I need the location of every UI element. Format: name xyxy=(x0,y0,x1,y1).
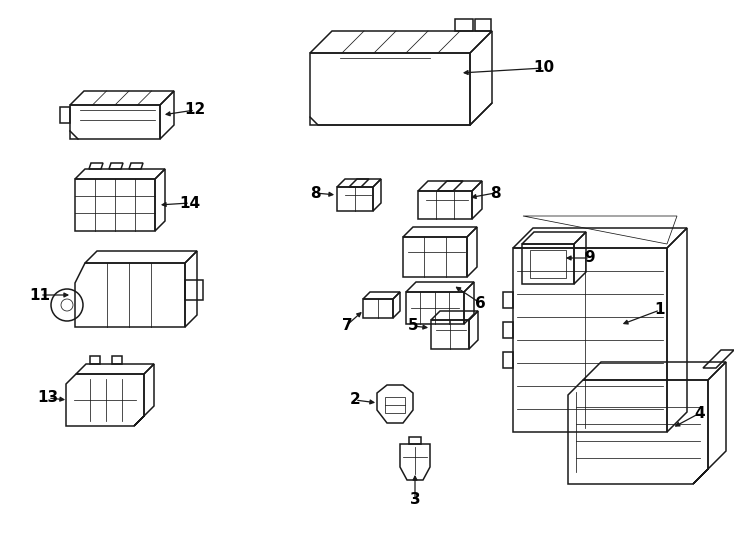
Text: 13: 13 xyxy=(37,390,59,406)
Text: 10: 10 xyxy=(534,60,555,76)
Text: 11: 11 xyxy=(29,287,51,302)
Text: 1: 1 xyxy=(655,302,665,318)
Text: 5: 5 xyxy=(407,319,418,334)
Text: 3: 3 xyxy=(410,492,421,508)
Text: 8: 8 xyxy=(310,186,320,200)
Text: 9: 9 xyxy=(585,251,595,266)
Text: 6: 6 xyxy=(475,295,485,310)
Text: 4: 4 xyxy=(694,406,705,421)
Text: 7: 7 xyxy=(342,318,352,333)
Text: 12: 12 xyxy=(184,103,206,118)
Text: 2: 2 xyxy=(349,393,360,408)
Text: 8: 8 xyxy=(490,186,501,200)
Text: 14: 14 xyxy=(179,195,200,211)
